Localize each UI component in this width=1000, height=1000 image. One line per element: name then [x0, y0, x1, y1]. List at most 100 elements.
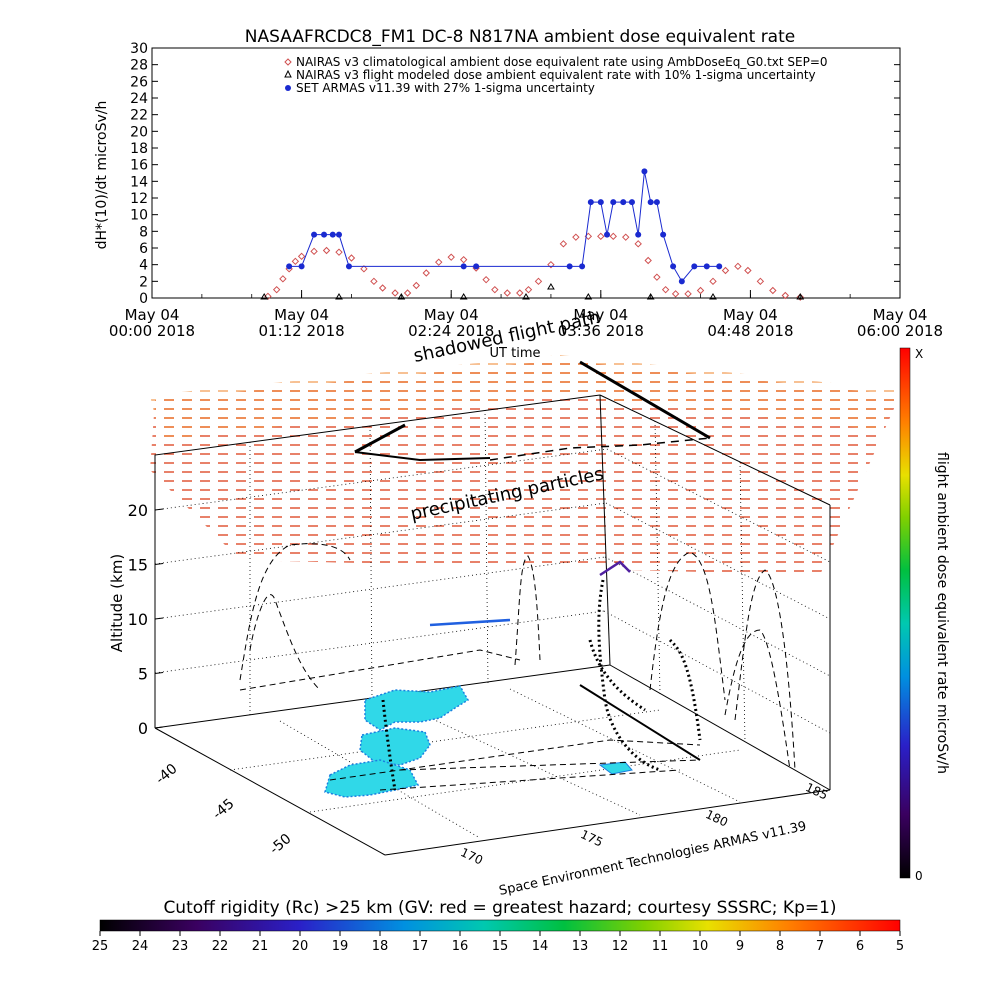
point-armas [670, 263, 677, 270]
point-climatological [661, 285, 670, 294]
altitude-tick-mark [154, 726, 164, 729]
longitude-tick-label: 180 [703, 807, 730, 829]
rigidity-bar-gradient [99, 919, 901, 932]
rigidity-tick-label: 20 [292, 939, 309, 954]
point-climatological [547, 260, 555, 269]
point-flight-modeled [584, 293, 593, 300]
point-climatological [744, 266, 752, 275]
dose-colorbar-gradient [899, 347, 911, 879]
point-armas [716, 263, 723, 270]
point-climatological [503, 289, 512, 297]
point-armas [321, 231, 328, 238]
point-climatological [597, 232, 605, 241]
rigidity-bar-ticks: 25 24 23 22 21 20 19 18 17 16 15 14 13 12 11 10 9 8 7 6 5 [92, 931, 904, 954]
rigidity-blob-north [364, 685, 470, 731]
point-climatological [360, 265, 368, 273]
point-armas [587, 199, 594, 206]
point-armas [703, 263, 710, 270]
x-tick-label-date: May 04 [274, 306, 329, 324]
point-armas [311, 231, 318, 238]
legend-marker-triangle [284, 69, 292, 78]
3d-flight-panel: 0 5 10 15 20 Altitude (km) -40 -45 -50 170 175 1… [108, 307, 900, 899]
point-climatological [310, 247, 318, 256]
cutoff-rigidity-colorbar: Cutoff rigidity (Rc) >25 km (GV: red = g… [92, 898, 904, 954]
upper-field-fade [150, 355, 900, 440]
x-tick-label-time: 01:12 2018 [259, 322, 345, 340]
point-climatological [279, 275, 287, 283]
point-climatological [516, 289, 524, 297]
point-climatological [709, 277, 717, 286]
point-armas [286, 263, 293, 270]
x-tick-label-date: May 04 [873, 306, 928, 324]
rigidity-tick-label: 18 [372, 939, 389, 954]
point-climatological [684, 290, 692, 298]
latitude-tick-label: -40 [153, 761, 181, 788]
y-tick-label: 20 [130, 124, 148, 140]
rigidity-blob-speck [598, 761, 633, 775]
point-flight-modeled [522, 293, 530, 300]
point-climatological [696, 286, 705, 295]
point-climatological [609, 232, 617, 241]
dose-colorbar: X 0 flight ambient dose equivalent rate … [899, 347, 950, 883]
rigidity-tick-label: 15 [492, 939, 509, 954]
rigidity-tick-label: 17 [412, 939, 429, 954]
x-tick-label-time: 00:00 2018 [109, 322, 195, 340]
dose-rate-chart: NASAAFRCDC8_FM1 DC-8 N817NA ambient dose… [94, 27, 943, 361]
point-climatological [378, 284, 387, 292]
point-armas [647, 199, 654, 206]
point-flight-modeled [260, 293, 269, 300]
colorbar-bottom-label: 0 [915, 869, 923, 883]
point-climatological [622, 233, 630, 241]
rigidity-tick-label: 21 [252, 939, 269, 954]
point-armas [620, 199, 627, 206]
point-climatological [482, 275, 490, 284]
point-climatological [322, 246, 331, 255]
altitude-tick-label: 20 [128, 501, 148, 520]
altitude-ticks: 0 5 10 15 20 [128, 501, 164, 738]
rigidity-tick-label: 24 [132, 939, 149, 954]
point-armas [678, 278, 685, 285]
point-climatological [796, 293, 804, 301]
rigidity-tick-label: 5 [896, 939, 904, 954]
legend-marker-dot [285, 85, 291, 91]
point-climatological [572, 233, 580, 241]
x-tick-label-date: May 04 [125, 306, 180, 324]
point-armas [628, 199, 635, 206]
y-tick-label: 8 [139, 224, 148, 240]
point-climatological [370, 277, 378, 286]
latitude-ticks: -40 -45 -50 [153, 761, 295, 858]
point-climatological [644, 256, 652, 265]
rigidity-tick-label: 8 [776, 939, 784, 954]
legend-label: NAIRAS v3 flight modeled dose ambient eq… [296, 68, 816, 82]
longitude-tick-label: 170 [458, 845, 485, 867]
point-flight-modeled [335, 293, 343, 300]
point-climatological [335, 248, 343, 256]
y-tick-label: 14 [130, 174, 148, 190]
x-tick-label-time: 04:48 2018 [707, 322, 793, 340]
y-axis-label: dH*(10)/dt microSv/h [94, 101, 110, 250]
plot-frame [151, 47, 901, 299]
point-climatological [756, 277, 765, 286]
x-tick-label-time: 02:24 2018 [408, 322, 494, 340]
point-climatological [653, 273, 661, 281]
latitude-tick-label: -45 [210, 796, 238, 823]
altitude-tick-mark [154, 508, 164, 511]
point-armas [635, 231, 642, 238]
y-tick-label: 0 [139, 291, 148, 307]
rigidity-tick-label: 19 [332, 939, 349, 954]
colorbar-top-label: X [915, 347, 923, 361]
rigidity-tick-label: 12 [612, 939, 629, 954]
rigidity-tick-label: 25 [92, 939, 109, 954]
point-flight-modeled [646, 293, 655, 300]
point-armas [691, 263, 698, 270]
line-armas [289, 171, 720, 283]
y-tick-label: 2 [139, 274, 148, 290]
point-flight-modeled [459, 293, 468, 300]
point-flight-modeled [547, 283, 555, 290]
colorbar-title: flight ambient dose equivalent rate micr… [934, 452, 950, 774]
altitude-tick-label: 0 [138, 719, 148, 738]
rigidity-tick-label: 11 [652, 939, 669, 954]
point-armas [579, 263, 586, 270]
point-climatological [559, 240, 568, 248]
